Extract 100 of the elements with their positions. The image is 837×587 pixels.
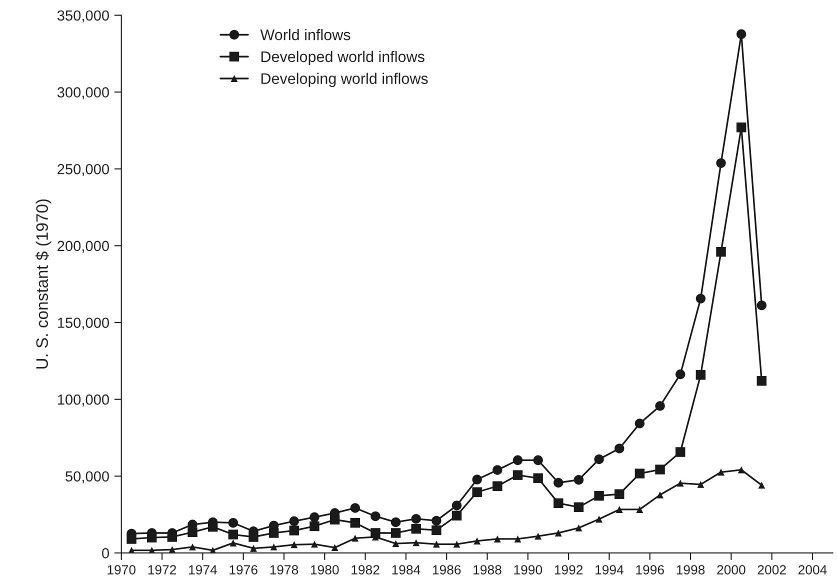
point bbox=[736, 29, 746, 40]
point bbox=[736, 122, 746, 132]
point bbox=[208, 522, 218, 532]
x-tick-label: 1996 bbox=[636, 565, 664, 574]
point bbox=[676, 369, 686, 380]
point bbox=[676, 480, 684, 487]
point bbox=[614, 444, 624, 454]
point bbox=[472, 487, 482, 497]
point bbox=[594, 490, 604, 501]
point bbox=[634, 418, 645, 428]
point bbox=[311, 540, 318, 548]
point bbox=[411, 524, 421, 534]
point bbox=[228, 530, 238, 540]
legend-label: Developed world inflows bbox=[261, 50, 424, 66]
point bbox=[614, 489, 624, 499]
point bbox=[350, 518, 360, 528]
point bbox=[716, 158, 726, 168]
point bbox=[696, 370, 706, 380]
y-axis-title: U. S. constant $ (1970) bbox=[35, 199, 52, 369]
point bbox=[370, 511, 380, 522]
point bbox=[432, 525, 442, 536]
point bbox=[310, 521, 320, 532]
point bbox=[554, 530, 562, 536]
point bbox=[452, 500, 462, 510]
y-tick-label: 250,000 bbox=[58, 164, 109, 176]
point bbox=[492, 481, 502, 491]
point bbox=[758, 482, 766, 489]
y-tick-label: 350,000 bbox=[57, 10, 109, 22]
x-tick-label: 1994 bbox=[596, 565, 624, 574]
point bbox=[655, 464, 665, 474]
x-tick-label: 2000 bbox=[717, 565, 746, 574]
point bbox=[575, 524, 582, 532]
x-tick-label: 1982 bbox=[352, 565, 380, 574]
point bbox=[270, 543, 278, 550]
x-tick-label: 2002 bbox=[758, 565, 786, 574]
point bbox=[228, 518, 238, 528]
point bbox=[167, 532, 178, 542]
point bbox=[352, 534, 359, 542]
x-tick-label: 1974 bbox=[189, 565, 217, 574]
point bbox=[656, 491, 664, 498]
point bbox=[472, 474, 482, 484]
point bbox=[392, 540, 400, 548]
x-tick-label: 1978 bbox=[270, 565, 298, 574]
point bbox=[310, 512, 320, 522]
point bbox=[452, 510, 462, 520]
legend-label: Developing world inflows bbox=[261, 72, 428, 88]
point bbox=[432, 540, 440, 548]
y-tick-label: 50,000 bbox=[66, 471, 109, 484]
x-tick-label: 1976 bbox=[230, 565, 258, 574]
point bbox=[718, 468, 724, 476]
point bbox=[738, 466, 745, 474]
point bbox=[554, 478, 564, 488]
point bbox=[189, 543, 196, 550]
point bbox=[596, 516, 603, 523]
point bbox=[574, 474, 584, 485]
point bbox=[534, 532, 542, 540]
point bbox=[188, 527, 198, 538]
point bbox=[250, 544, 257, 552]
point bbox=[574, 502, 584, 512]
point bbox=[230, 539, 237, 546]
x-tick-label: 1970 bbox=[108, 565, 136, 574]
x-tick-label: 1988 bbox=[474, 565, 502, 574]
point bbox=[696, 294, 706, 304]
x-tick-label: 1992 bbox=[554, 565, 583, 574]
point bbox=[655, 401, 665, 411]
point bbox=[290, 541, 298, 548]
point bbox=[330, 514, 340, 524]
point bbox=[756, 300, 767, 310]
point bbox=[412, 539, 420, 546]
y-tick-label: 0 bbox=[102, 548, 109, 558]
point bbox=[533, 473, 543, 483]
point bbox=[146, 532, 157, 542]
point bbox=[390, 528, 401, 538]
point bbox=[474, 538, 481, 544]
point bbox=[676, 447, 686, 457]
point bbox=[289, 526, 300, 536]
point bbox=[453, 540, 460, 548]
x-tick-label: 1998 bbox=[676, 565, 705, 574]
point bbox=[697, 480, 704, 488]
y-tick-label: 150,000 bbox=[58, 318, 109, 330]
point bbox=[636, 506, 644, 513]
x-tick-label: 1986 bbox=[432, 565, 461, 574]
y-tick-label: 200,000 bbox=[58, 240, 109, 253]
x-tick-label: 1980 bbox=[310, 565, 339, 574]
x-tick-label: 2004 bbox=[798, 565, 827, 574]
x-tick-label: 1990 bbox=[514, 565, 542, 574]
point bbox=[512, 455, 523, 466]
point bbox=[411, 514, 421, 524]
point bbox=[616, 506, 623, 513]
point bbox=[390, 517, 401, 528]
point bbox=[432, 516, 442, 526]
point bbox=[594, 454, 604, 464]
y-tick-label: 100,000 bbox=[58, 394, 109, 406]
point bbox=[756, 376, 767, 386]
point bbox=[268, 528, 279, 538]
point bbox=[350, 503, 360, 513]
point bbox=[494, 536, 501, 542]
point bbox=[289, 516, 300, 526]
point bbox=[514, 536, 522, 542]
point bbox=[492, 465, 502, 475]
